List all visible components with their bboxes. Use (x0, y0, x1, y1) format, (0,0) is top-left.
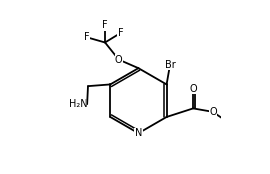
Text: O: O (115, 55, 123, 65)
Text: H₂N: H₂N (69, 99, 87, 109)
Text: O: O (189, 84, 197, 94)
Text: N: N (135, 128, 142, 138)
Text: O: O (209, 107, 217, 117)
Text: F: F (118, 28, 123, 38)
Text: Br: Br (165, 60, 176, 70)
Text: F: F (102, 20, 108, 30)
Text: F: F (84, 32, 90, 42)
